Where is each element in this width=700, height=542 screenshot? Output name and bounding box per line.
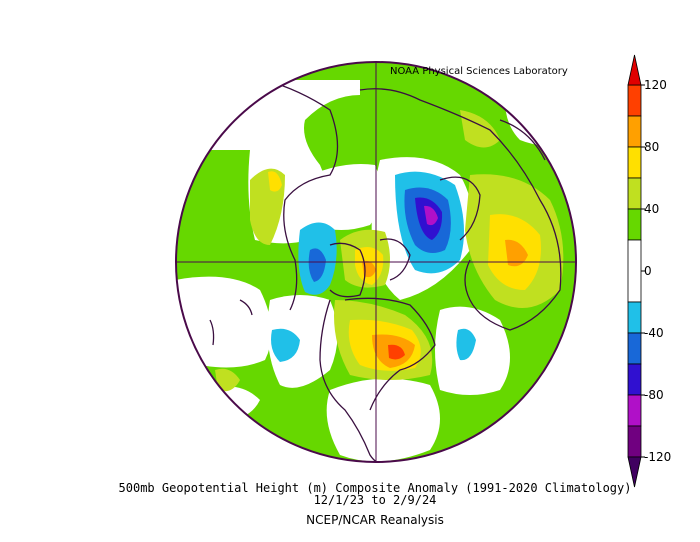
anomaly-field [176,62,576,462]
colorbar-over-arrow [627,54,642,86]
map-title: 500mb Geopotential Height (m) Composite … [118,481,632,495]
positive-anomaly-region [505,239,528,267]
negative-anomaly-region [308,248,326,282]
graticule [176,62,576,462]
colorbar-tick-label: 80 [644,140,660,154]
colorbar-band [627,177,642,210]
colorbar-under-arrow [627,456,642,488]
colorbar-band [627,363,642,396]
date-range: 12/1/23 to 2/9/24 [313,493,437,507]
colorbar-tick-label: 120 [644,78,667,92]
positive-anomaly-region [268,171,282,192]
data-source: NCEP/NCAR Reanalysis [306,513,444,527]
near-zero-region [300,164,382,230]
near-zero-region [326,378,440,462]
colorbar-band [627,208,642,241]
colorbar-band [627,115,642,148]
positive-anomaly-region [460,110,500,148]
colorbar-band [627,332,642,365]
colorbar-tick-label: -40 [644,326,664,340]
colorbar-tick-label: 40 [644,202,660,216]
colorbar-band [627,84,642,117]
colorbar-band [627,394,642,427]
map-border [175,61,577,463]
colorbar-band [627,146,642,179]
negative-anomaly-region [424,205,438,226]
colorbar-band [627,239,642,303]
colorbar-tick-label: 0 [644,264,652,278]
negative-anomaly-region [271,328,300,362]
positive-anomaly-region [215,368,240,392]
colorbar-tick-label: -80 [644,388,664,402]
positive-anomaly-region [388,344,405,360]
credit-label: NOAA Physical Sciences Laboratory [390,66,568,77]
colorbar-band [627,425,642,458]
colorbar [627,54,645,488]
colorbar-band [627,301,642,334]
negative-anomaly-region [456,328,476,361]
colorbar-tick-label: -120 [644,450,672,464]
near-zero-region [176,276,272,368]
